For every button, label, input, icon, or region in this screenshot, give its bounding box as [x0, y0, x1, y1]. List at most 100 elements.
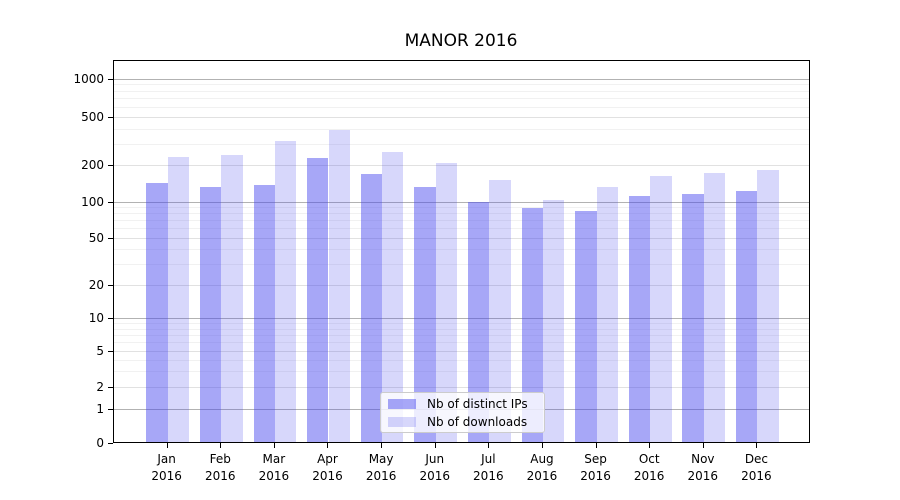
x-tick-mark-may [381, 443, 383, 448]
chart-title: MANOR 2016 [404, 31, 518, 51]
x-tick-mark-apr [327, 443, 329, 448]
legend-item-downloads: Nb of downloads [388, 415, 537, 429]
x-tick-label-may: May 2016 [365, 452, 397, 483]
x-tick-mark-dec [756, 443, 758, 448]
legend-label-distinct-ips: Nb of distinct IPs [427, 396, 528, 411]
y-tick-mark-5 [108, 350, 113, 352]
x-tick-mark-oct [649, 443, 651, 448]
x-tick-mark-jun [434, 443, 436, 448]
gridline-sub-2 [114, 387, 809, 389]
gridline-minor-800 [114, 90, 809, 92]
gridline-sub-500 [114, 117, 809, 118]
gridline-sub-50 [114, 238, 809, 239]
bar-distinct-ips-jan [146, 182, 168, 442]
x-tick-label-jun: Jun 2016 [419, 452, 450, 483]
x-tick-mark-jul [488, 443, 490, 448]
y-tick-mark-500 [108, 117, 113, 118]
bar-distinct-ips-jun [414, 186, 436, 442]
x-tick-label-apr: Apr 2016 [312, 452, 343, 483]
bar-downloads-oct [650, 175, 672, 442]
y-tick-label-0: 0 [96, 436, 104, 450]
y-tick-mark-100 [108, 201, 113, 203]
x-tick-mark-sep [595, 443, 597, 448]
gridline-sub-200 [114, 165, 809, 166]
bar-downloads-jun [435, 162, 458, 442]
y-tick-mark-10 [108, 318, 113, 319]
y-tick-label-50: 50 [88, 231, 104, 245]
x-tick-mark-mar [273, 443, 275, 448]
y-tick-label-100: 100 [81, 194, 104, 209]
bar-distinct-ips-may [360, 173, 383, 442]
gridline-minor-900 [114, 84, 809, 86]
bar-distinct-ips-oct [628, 195, 651, 442]
y-tick-mark-200 [108, 165, 113, 166]
y-tick-mark-1 [108, 408, 113, 410]
y-tick-label-5: 5 [96, 343, 104, 358]
gridline-minor-4 [114, 359, 809, 361]
x-tick-label-jul: Jul 2016 [473, 452, 504, 483]
gridline-minor-700 [114, 98, 809, 100]
y-tick-label-1: 1 [96, 401, 104, 416]
y-tick-label-200: 200 [81, 158, 104, 172]
y-tick-mark-1000 [108, 78, 113, 80]
y-tick-label-500: 500 [81, 110, 104, 124]
x-tick-label-mar: Mar 2016 [258, 452, 290, 483]
gridline-minor-70 [114, 220, 809, 222]
gridline-major-1000 [114, 78, 809, 80]
gridline-minor-60 [114, 228, 809, 230]
bar-distinct-ips-dec [736, 190, 758, 442]
y-tick-label-1000: 1000 [73, 71, 104, 86]
bar-downloads-jan [167, 157, 189, 442]
gridline-sub-20 [114, 285, 809, 286]
x-tick-mark-nov [702, 443, 704, 448]
gridline-sub-5 [114, 350, 809, 352]
gridline-minor-40 [114, 249, 809, 251]
x-tick-mark-aug [541, 443, 543, 448]
gridline-minor-600 [114, 106, 809, 108]
y-tick-mark-50 [108, 238, 113, 239]
bar-distinct-ips-mar [253, 184, 275, 442]
gridline-minor-90 [114, 207, 809, 209]
legend-swatch-distinct-ips [388, 398, 416, 409]
y-tick-mark-0 [108, 443, 113, 444]
bar-downloads-may [382, 152, 404, 442]
x-tick-label-oct: Oct 2016 [633, 452, 665, 483]
bar-distinct-ips-nov [682, 194, 704, 442]
gridline-major-10 [114, 318, 809, 319]
gridline-minor-30 [114, 264, 809, 266]
bar-downloads-jul [489, 179, 511, 442]
bar-distinct-ips-aug [521, 207, 543, 442]
y-tick-label-10: 10 [88, 311, 104, 325]
gridline-minor-300 [114, 143, 809, 145]
legend-item-distinct-ips: Nb of distinct IPs [388, 397, 537, 411]
x-tick-label-feb: Feb 2016 [204, 452, 236, 483]
y-tick-label-2: 2 [96, 380, 104, 395]
y-tick-mark-2 [108, 387, 113, 389]
bar-downloads-feb [221, 155, 243, 442]
y-tick-mark-20 [108, 285, 113, 286]
gridline-minor-3 [114, 371, 809, 373]
x-tick-mark-jan [166, 443, 168, 448]
bar-distinct-ips-sep [575, 211, 597, 442]
x-tick-label-dec: Dec 2016 [741, 452, 772, 483]
gridline-minor-8 [114, 328, 809, 330]
gridline-minor-400 [114, 128, 809, 130]
bar-downloads-mar [274, 141, 297, 442]
x-tick-label-jan: Jan 2016 [151, 452, 182, 483]
gridline-minor-6 [114, 342, 809, 344]
x-tick-label-sep: Sep 2016 [580, 452, 611, 483]
bar-distinct-ips-apr [307, 157, 329, 442]
gridline-major-100 [114, 201, 809, 203]
bar-downloads-apr [328, 130, 350, 442]
bar-downloads-nov [703, 173, 726, 442]
legend: Nb of distinct IPs Nb of downloads [380, 392, 545, 433]
bar-downloads-sep [596, 186, 618, 442]
bar-distinct-ips-feb [199, 187, 222, 442]
y-tick-label-20: 20 [88, 278, 104, 292]
x-tick-mark-feb [220, 443, 222, 448]
bar-distinct-ips-jul [467, 201, 490, 442]
x-tick-label-aug: Aug 2016 [526, 452, 558, 483]
legend-swatch-downloads [388, 416, 416, 427]
bar-downloads-dec [757, 170, 779, 442]
